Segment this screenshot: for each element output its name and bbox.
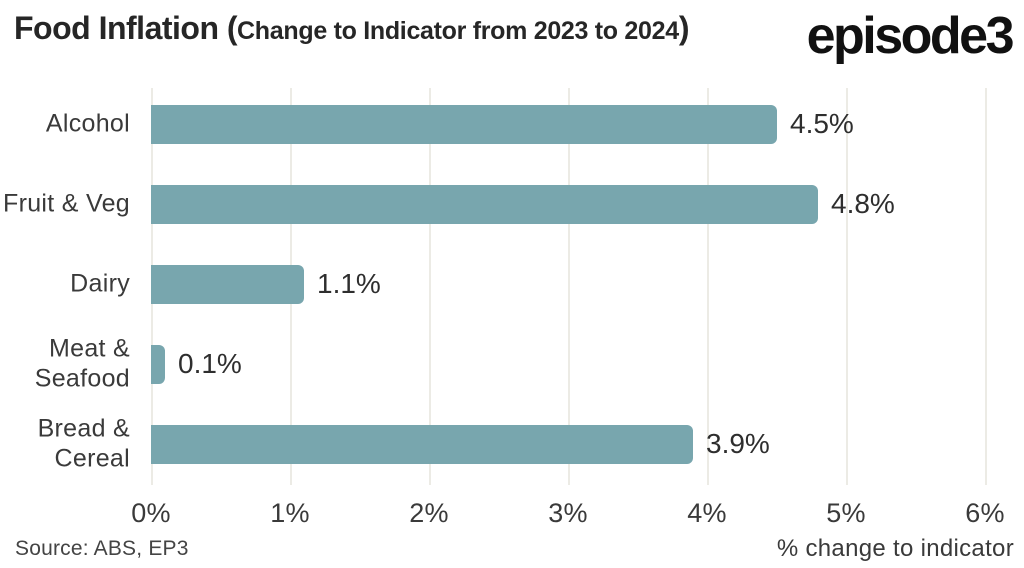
value-label: 1.1% [317,268,381,299]
value-label: 4.8% [831,188,895,219]
category-label: Dairy [70,269,130,298]
value-label: 4.5% [790,108,854,139]
bar [151,184,818,224]
gridline [985,88,987,485]
bar [151,264,304,304]
category-label: Fruit & Veg [3,189,130,218]
bar [151,104,777,144]
x-tick-label: 1% [270,498,310,528]
gridline [429,88,431,485]
bar [151,344,165,384]
x-tick-label: 3% [548,498,588,528]
x-tick-label: 2% [409,498,449,528]
gridline [846,88,848,485]
x-tick-label: 5% [826,498,866,528]
gridline [568,88,570,485]
x-tick-label: 0% [131,498,171,528]
category-label: Bread & Cereal [37,414,130,473]
chart-title-close-paren: ) [678,10,690,46]
category-label: Meat & Seafood [34,334,130,393]
episode3-logo: episode3 [806,7,1015,65]
x-tick-label: 6% [965,498,1005,528]
x-tick-label: 4% [687,498,727,528]
x-axis-label: % change to indicator [776,535,1014,562]
plot-area: 4.5% 4.8% 1.1% 0.1% 3.9% [151,88,1013,485]
bar [151,424,693,464]
gridline [707,88,709,485]
chart-title: Food Inflation (Change to Indicator from… [14,10,690,47]
category-label: Alcohol [45,109,130,138]
value-label: 3.9% [706,428,770,459]
value-label: 0.1% [178,348,242,379]
chart-title-main: Food Inflation ( [14,10,238,46]
chart-title-subtitle: Change to Indicator from 2023 to 2024 [237,17,679,45]
source-note: Source: ABS, EP3 [15,537,189,560]
